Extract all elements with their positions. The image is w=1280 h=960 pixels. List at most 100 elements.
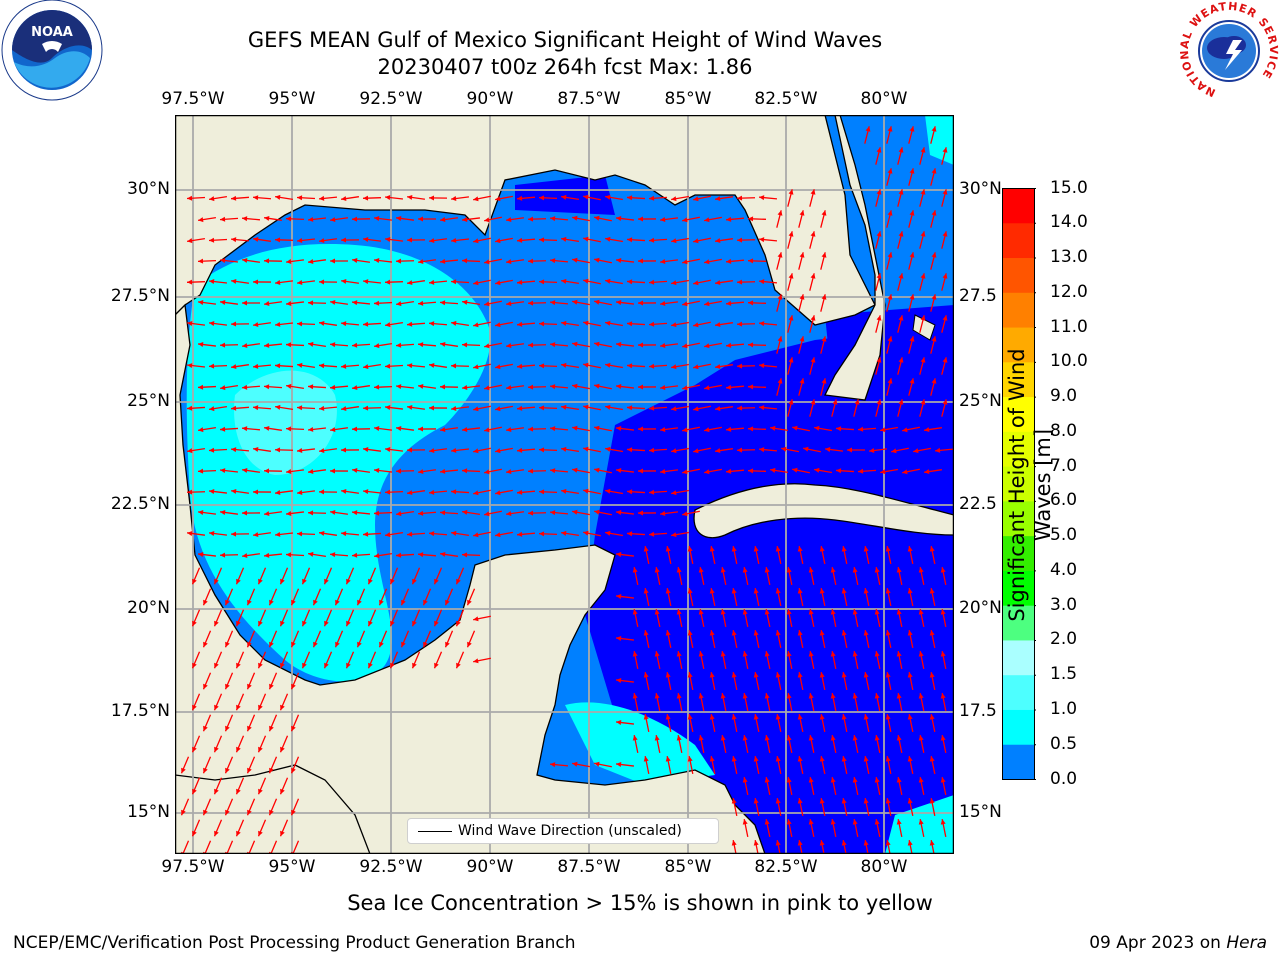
colorbar-label: Significant Height of Wind Waves [m] — [1005, 348, 1055, 622]
wind-wave-arrow-head — [907, 798, 913, 804]
wind-wave-arrow-head — [192, 830, 197, 837]
wind-wave-arrow-head — [777, 252, 783, 258]
wind-wave-arrow-head — [660, 343, 666, 348]
wind-wave-arrow-head — [627, 531, 633, 537]
wind-wave-arrow-head — [616, 510, 622, 516]
wind-wave-arrow-head — [495, 364, 501, 370]
wind-wave-arrow-head — [819, 630, 825, 636]
wind-wave-arrow-head — [407, 363, 413, 369]
wind-wave-arrow-head — [275, 237, 281, 243]
wind-wave-arrow-head — [385, 237, 391, 242]
wind-wave-arrow-head — [280, 746, 285, 753]
wind-wave-arrow-head — [583, 236, 589, 242]
wind-wave-arrow-head — [539, 447, 545, 453]
wind-wave-arrow-head — [319, 238, 325, 244]
wind-wave-arrow-head — [687, 546, 693, 552]
wind-wave-arrow-head — [594, 341, 600, 347]
wind-wave-arrow-head — [660, 469, 666, 474]
land-cuba — [693, 483, 954, 539]
wind-wave-arrow-head — [231, 447, 237, 453]
wind-wave-arrow-head — [220, 468, 226, 474]
wind-wave-arrow-head — [352, 342, 358, 348]
wind-wave-arrow-head — [788, 399, 794, 405]
wind-wave-arrow-head — [203, 809, 208, 816]
wind-wave-arrow-head — [931, 210, 937, 216]
wind-wave-arrow-head — [819, 672, 825, 678]
wind-wave-arrow-head — [539, 489, 545, 495]
wind-wave-arrow-head — [737, 321, 743, 327]
wind-wave-arrow-head — [918, 777, 924, 783]
wind-wave-arrow-head — [253, 405, 259, 411]
colorbar-tick-label: 10.0 — [1050, 351, 1088, 372]
wind-wave-arrow-head — [671, 448, 677, 454]
wind-wave-arrow-head — [731, 630, 737, 636]
wind-wave-arrow-head — [286, 216, 292, 222]
wind-wave-arrow-head — [693, 238, 699, 244]
wind-wave-arrow-head — [918, 735, 924, 741]
wind-wave-arrow-head — [583, 404, 589, 410]
wind-wave-arrow-head — [209, 196, 215, 202]
wind-wave-arrow-head — [225, 767, 230, 774]
wind-wave-arrow-head — [242, 216, 248, 222]
wind-wave-arrow-head — [192, 578, 197, 585]
wind-wave-arrow-head — [616, 216, 622, 222]
wind-wave-arrow-head — [198, 552, 204, 558]
wind-wave-arrow-head — [225, 809, 230, 816]
wind-wave-arrow-head — [887, 336, 893, 342]
wind-wave-arrow-head — [209, 279, 215, 285]
wind-wave-arrow-head — [286, 259, 292, 264]
wind-wave-arrow-head — [572, 509, 578, 515]
wind-wave-arrow-head — [330, 258, 336, 264]
wind-wave-arrow-head — [517, 195, 523, 201]
wind-wave-arrow-head — [275, 404, 281, 410]
wind-wave-arrow-head — [214, 704, 219, 711]
wind-wave-arrow-head — [885, 798, 891, 804]
wind-wave-arrow-head — [561, 362, 567, 368]
wind-wave-arrow-head — [907, 588, 913, 594]
wind-wave-arrow-head — [341, 196, 347, 202]
wind-wave-arrow-head — [583, 320, 589, 326]
wind-wave-arrow-head — [709, 630, 715, 636]
wind-wave-arrow-head — [214, 788, 219, 795]
wind-wave-arrow-head — [214, 830, 219, 837]
wind-wave-arrow-head — [198, 510, 204, 515]
wind-wave-arrow-head — [407, 194, 413, 200]
wind-wave-arrow-head — [275, 280, 281, 285]
wind-wave-arrow-head — [429, 279, 435, 285]
wind-wave-arrow-head — [753, 546, 759, 552]
wind-wave-arrow-head — [429, 531, 435, 537]
wind-wave-arrow-head — [748, 426, 754, 432]
wind-wave-arrow-head — [291, 725, 296, 732]
wind-wave-arrow-head — [247, 641, 252, 648]
wind-wave-arrow-head — [753, 756, 759, 762]
wind-wave-arrow-head — [887, 168, 893, 174]
wind-wave-arrow-head — [451, 530, 457, 536]
lat-label-right: 15°N — [959, 802, 1002, 822]
wind-wave-arrow — [182, 840, 190, 854]
wind-wave-arrow-head — [693, 196, 699, 202]
wind-wave-arrow-head — [302, 578, 307, 585]
wind-wave-arrow-head — [753, 798, 759, 804]
wind-wave-arrow-head — [687, 672, 693, 678]
wind-wave-arrow-head — [898, 357, 904, 363]
wind-wave-arrow-head — [440, 217, 446, 223]
wind-wave-arrow-head — [253, 446, 259, 452]
wind-wave-arrow-head — [242, 426, 248, 432]
wind-wave-arrow-head — [225, 641, 230, 648]
wind-wave-arrow-head — [704, 343, 710, 349]
wind-wave-arrow-head — [788, 273, 794, 279]
wind-wave-arrow-head — [742, 609, 748, 615]
wind-wave-arrow-head — [528, 258, 534, 264]
wind-wave-arrow-head — [363, 405, 369, 411]
wind-wave-arrow-head — [896, 567, 902, 573]
wind-wave-arrow-head — [792, 425, 798, 431]
wind-wave-arrow-head — [748, 258, 754, 264]
wind-wave-arrow-head — [209, 531, 215, 536]
wind-wave-arrow-head — [819, 798, 825, 804]
colorbar-tick-label: 0.5 — [1050, 733, 1078, 754]
wind-wave-arrow-head — [698, 693, 704, 699]
wind-wave-arrow-head — [231, 405, 237, 411]
wind-wave-arrow-head — [484, 385, 490, 391]
wind-wave-arrow-head — [495, 406, 501, 412]
wind-wave-arrow-head — [885, 630, 891, 636]
